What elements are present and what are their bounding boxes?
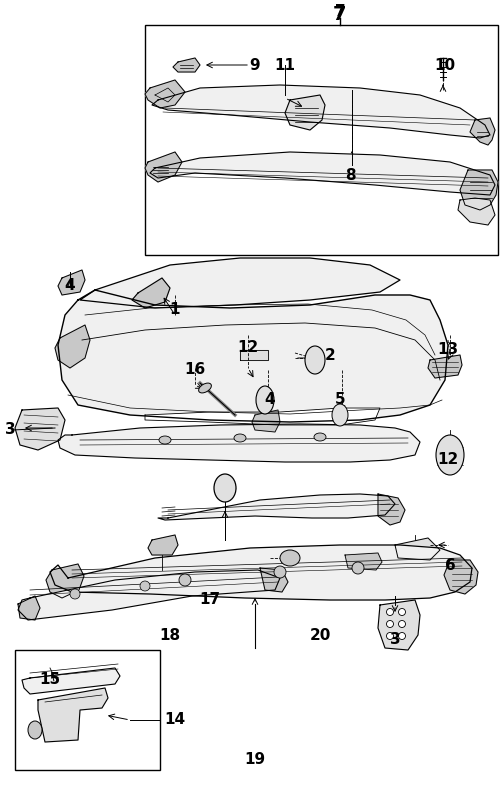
Ellipse shape: [28, 721, 42, 739]
Text: 15: 15: [39, 673, 60, 687]
Circle shape: [387, 633, 394, 639]
Text: 2: 2: [325, 348, 335, 363]
Text: 17: 17: [200, 593, 221, 607]
Polygon shape: [470, 118, 495, 145]
Circle shape: [352, 562, 364, 574]
Ellipse shape: [256, 386, 274, 414]
Ellipse shape: [332, 404, 348, 426]
Polygon shape: [428, 355, 462, 378]
Text: 12: 12: [437, 452, 459, 467]
Bar: [15, 650, 160, 770]
Polygon shape: [145, 152, 182, 182]
Text: 20: 20: [309, 627, 331, 642]
Circle shape: [399, 609, 406, 615]
Polygon shape: [158, 494, 395, 520]
Polygon shape: [378, 600, 420, 650]
Circle shape: [387, 621, 394, 627]
Circle shape: [70, 589, 80, 599]
Polygon shape: [460, 170, 498, 210]
Ellipse shape: [305, 346, 325, 374]
Text: 4: 4: [265, 392, 275, 407]
Text: 1: 1: [170, 303, 180, 317]
Polygon shape: [252, 410, 280, 432]
Polygon shape: [260, 568, 288, 592]
Text: 16: 16: [184, 363, 206, 377]
Polygon shape: [458, 198, 495, 225]
Polygon shape: [145, 408, 380, 425]
Text: 6: 6: [445, 558, 456, 573]
Text: 5: 5: [335, 392, 345, 407]
Text: 3: 3: [5, 423, 15, 438]
Polygon shape: [55, 325, 90, 368]
Polygon shape: [132, 278, 170, 308]
Text: 7: 7: [335, 5, 345, 19]
Polygon shape: [80, 258, 400, 308]
Polygon shape: [22, 668, 120, 694]
Polygon shape: [173, 58, 200, 72]
Text: 13: 13: [437, 343, 459, 357]
Circle shape: [399, 621, 406, 627]
Polygon shape: [50, 545, 472, 600]
Polygon shape: [58, 290, 448, 422]
Polygon shape: [18, 570, 280, 620]
Ellipse shape: [159, 436, 171, 444]
Polygon shape: [15, 408, 65, 450]
Ellipse shape: [234, 434, 246, 442]
Ellipse shape: [199, 383, 211, 393]
Text: 9: 9: [249, 58, 260, 73]
Ellipse shape: [314, 433, 326, 441]
Text: 18: 18: [159, 627, 180, 642]
Text: 10: 10: [434, 58, 456, 73]
Circle shape: [387, 609, 394, 615]
Polygon shape: [152, 85, 490, 138]
Bar: [145, 25, 498, 255]
Polygon shape: [46, 564, 84, 598]
Text: 12: 12: [237, 340, 259, 356]
Polygon shape: [18, 596, 40, 620]
Polygon shape: [285, 95, 325, 130]
Text: 11: 11: [275, 58, 295, 73]
Polygon shape: [38, 688, 108, 742]
Text: 8: 8: [345, 168, 355, 182]
Text: 14: 14: [164, 713, 185, 728]
Polygon shape: [58, 270, 85, 295]
Polygon shape: [145, 80, 185, 108]
Circle shape: [140, 581, 150, 591]
Polygon shape: [378, 494, 405, 525]
Text: 19: 19: [244, 753, 266, 768]
Ellipse shape: [436, 435, 464, 475]
Ellipse shape: [214, 474, 236, 502]
Polygon shape: [345, 553, 382, 570]
Circle shape: [274, 566, 286, 578]
Polygon shape: [148, 535, 178, 555]
Polygon shape: [58, 424, 420, 462]
Circle shape: [399, 633, 406, 639]
Polygon shape: [150, 152, 495, 195]
Text: 3: 3: [390, 633, 400, 647]
Polygon shape: [444, 560, 478, 594]
Circle shape: [179, 574, 191, 586]
Text: 4: 4: [65, 277, 75, 292]
Ellipse shape: [280, 550, 300, 566]
Text: 7: 7: [333, 5, 347, 23]
Polygon shape: [395, 538, 440, 560]
Polygon shape: [240, 350, 268, 360]
